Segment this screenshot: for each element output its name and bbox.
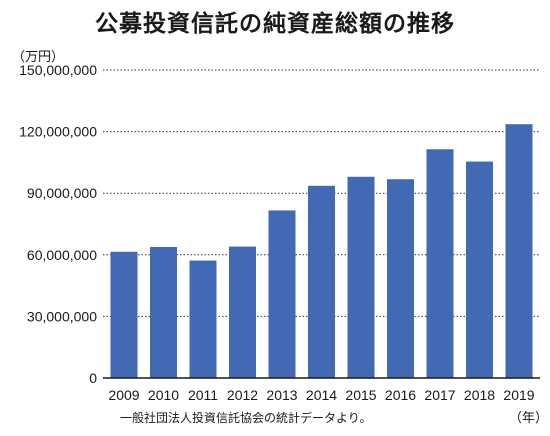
x-tick-label: 2019 [503,387,534,403]
x-tick-label: 2016 [385,387,416,403]
bar-2014 [308,185,335,378]
x-axis-ticks: 2009 2010 2011 2012 2013 2014 2015 2016 2017 2018… [108,387,534,403]
x-tick-label: 2012 [227,387,258,403]
y-tick-label: 0 [89,370,97,386]
y-tick-label: 90,000,000 [27,185,97,201]
bars [110,124,533,378]
x-tick-label: 2009 [108,387,139,403]
x-tick-label: 2015 [345,387,376,403]
bar-2015 [347,176,375,378]
x-tick-label: 2017 [424,387,455,403]
bar-2018 [466,161,493,378]
bar-2010 [150,246,177,378]
bar-2009 [110,251,138,378]
x-tick-label: 2018 [464,387,495,403]
chart-title: 公募投資信託の純資産総額の推移 [95,11,455,37]
x-tick-label: 2010 [148,387,179,403]
bar-2019 [505,124,533,378]
x-tick-label: 2014 [306,387,337,403]
y-tick-label: 60,000,000 [27,247,97,263]
source-note: 一般社団法人投資信託協会の統計データより。 [120,411,372,425]
bar-2016 [387,179,414,378]
bar-2011 [189,260,217,378]
bar-2012 [229,246,256,378]
y-tick-label: 30,000,000 [27,308,97,324]
y-axis-unit-label: （万円） [12,50,64,65]
y-tick-label: 150,000,000 [19,62,97,78]
bar-2017 [426,149,454,378]
x-axis-unit-label: （年） [509,411,548,426]
y-tick-label: 120,000,000 [19,124,97,140]
x-tick-label: 2013 [266,387,297,403]
bar-2013 [268,210,296,378]
y-axis-ticks: 0 30,000,000 60,000,000 90,000,000 120,000,0… [19,62,97,386]
x-tick-label: 2011 [188,387,218,403]
